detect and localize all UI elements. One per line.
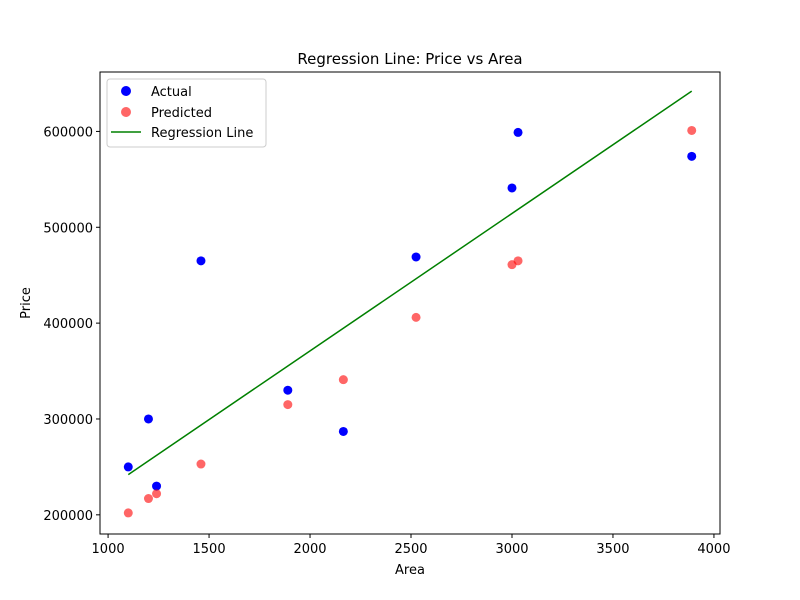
predicted-point [143,494,153,504]
x-tick-label: 2500 [394,542,427,557]
y-axis: 200000 300000 400000 500000 600000 [43,125,100,524]
actual-point [152,481,162,491]
y-axis-title: Price [19,287,34,319]
actual-point [123,462,133,472]
predicted-point [338,375,348,385]
x-tick-label: 3500 [596,542,629,557]
regression-line-series-line [127,90,693,476]
actual-point [283,385,293,395]
legend-box [106,78,267,148]
actual-point [687,151,697,161]
legend-marker-actual [121,86,131,96]
x-tick-label: 3000 [495,542,528,557]
actual-point [338,426,348,436]
y-tick-label: 600000 [43,125,93,140]
predicted-point [687,125,697,135]
predicted-point [513,256,523,266]
y-tick-label: 300000 [43,413,93,428]
actual-point [507,183,517,193]
x-tick-label: 1500 [193,542,226,557]
x-tick-label: 4000 [697,542,730,557]
points-layer [123,125,697,518]
legend-label-regression-line: Regression Line [151,126,253,141]
legend-marker-predicted [121,107,131,117]
legend-label-predicted: Predicted [151,106,212,121]
chart-title: Regression Line: Price vs Area [297,50,522,68]
x-tick-label: 1000 [92,542,125,557]
actual-point [143,414,153,424]
y-tick-label: 200000 [43,509,93,524]
predicted-point [411,312,421,322]
legend: Actual Predicted Regression Line [106,78,267,148]
actual-point [411,252,421,262]
predicted-point [123,508,133,518]
actual-point [513,127,523,137]
legend-label-actual: Actual [151,85,192,100]
predicted-point [196,459,206,469]
y-tick-label: 500000 [43,221,93,236]
predicted-point [152,489,162,499]
line-layer [127,90,693,476]
y-tick-label: 400000 [43,317,93,332]
x-tick-label: 2000 [293,542,326,557]
predicted-point [283,400,293,410]
actual-point [196,256,206,266]
plot-area [99,71,721,535]
plot-frame [99,71,721,535]
x-axis: 1000 1500 2000 2500 3000 3500 4000 [92,534,730,557]
x-axis-title: Area [395,563,425,578]
